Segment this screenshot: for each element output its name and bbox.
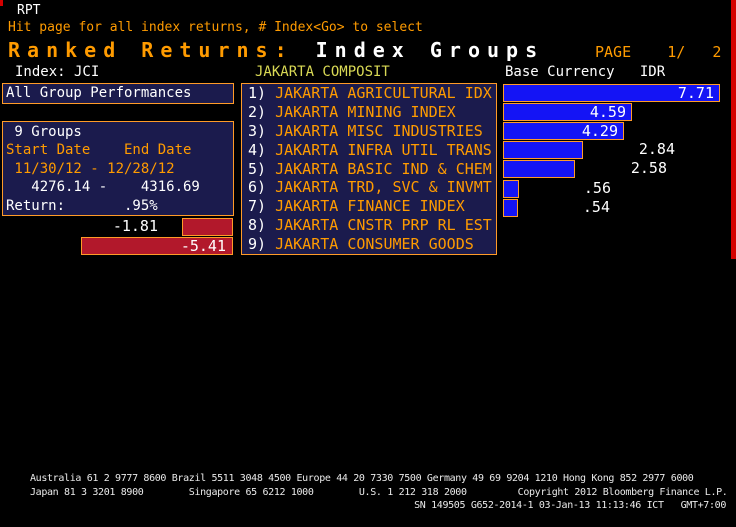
summary-info-line: 9 Groups [6,124,82,140]
index-group-row[interactable]: 9) JAKARTA CONSUMER GOODS [242,235,496,254]
return-bar: 4.29 [503,122,624,140]
return-value-label: 4.59 [589,103,626,121]
row-index-name: JAKARTA CONSUMER GOODS [275,235,474,254]
index-group-row[interactable]: 1) JAKARTA AGRICULTURAL IDX [242,84,496,103]
row-rank-number: 3) [248,121,276,140]
screen-corner-mark [0,0,3,6]
summary-info-line: Start Date End Date [6,142,192,159]
return-value-label: 7.71 [677,84,714,102]
index-name: JAKARTA COMPOSIT [255,64,390,80]
return-bar [503,180,519,198]
all-group-performances-button[interactable]: All Group Performances [2,83,234,104]
row-index-name: JAKARTA INFRA UTIL TRANS [275,140,492,159]
return-value-label: 2.58 [630,159,667,177]
base-currency: Base Currency IDR [505,64,666,80]
return-value-label: 2.84 [638,140,675,158]
row-rank-number: 6) [248,178,276,197]
row-index-name: JAKARTA FINANCE INDEX [275,197,465,216]
return-value-label: .54 [582,198,610,216]
page-title-main: Ranked Returns: [8,38,294,62]
page-title-sub: Index Groups [315,38,545,62]
return-bar [182,218,233,236]
panel-border-right [731,0,736,259]
index-group-row[interactable]: 2) JAKARTA MINING INDEX [242,103,496,122]
page-title: Ranked Returns: Index Groups [8,38,544,62]
summary-info-box: 9 Groups Start Date End Date 11/30/12 - 1… [2,121,234,216]
return-value-label: -5.41 [180,237,226,255]
return-value-label: 4.29 [581,122,618,140]
return-bar: 4.59 [503,103,632,121]
index-ticker: Index: JCI [15,64,100,80]
function-code: RPT [17,3,41,18]
row-index-name: JAKARTA MISC INDUSTRIES [275,121,483,140]
return-value-label: .56 [583,179,611,197]
row-rank-number: 7) [248,197,276,216]
summary-info-line: Return: .95% [6,197,158,214]
row-rank-number: 8) [248,216,276,235]
row-rank-number: 1) [248,84,276,102]
row-rank-number: 4) [248,140,276,159]
row-rank-number: 9) [248,235,276,254]
return-bar [503,160,575,178]
instruction-line: Hit page for all index returns, # Index<… [8,20,423,35]
footer-contacts-line2: Japan 81 3 3201 8900 Singapore 65 6212 1… [30,487,728,498]
index-group-list: 1) JAKARTA AGRICULTURAL IDX 2) JAKARTA MI… [241,83,497,255]
return-value-label: -1.81 [112,217,158,235]
row-index-name: JAKARTA BASIC IND & CHEM [275,159,492,178]
row-index-name: JAKARTA MINING INDEX [275,102,456,121]
index-group-row[interactable]: 3) JAKARTA MISC INDUSTRIES [242,122,496,141]
return-bar [503,199,518,217]
return-bar: -5.41 [81,237,233,255]
footer-session-info: SN 149505 G652-2014-1 03-Jan-13 11:13:46… [414,500,726,511]
index-group-row[interactable]: 6) JAKARTA TRD, SVC & INVMT [242,178,496,197]
row-index-name: JAKARTA AGRICULTURAL IDX [275,84,492,102]
index-group-row[interactable]: 7) JAKARTA FINANCE INDEX [242,197,496,216]
index-group-row[interactable]: 5) JAKARTA BASIC IND & CHEM [242,160,496,179]
index-group-row[interactable]: 8) JAKARTA CNSTR PRP RL EST [242,216,496,235]
page-indicator: PAGE 1/ 2 [595,43,722,61]
row-index-name: JAKARTA CNSTR PRP RL EST [275,216,492,235]
summary-info-line: 11/30/12 - 12/28/12 [6,160,175,177]
row-rank-number: 2) [248,102,276,121]
row-index-name: JAKARTA TRD, SVC & INVMT [275,178,492,197]
return-bar [503,141,583,159]
row-rank-number: 5) [248,159,276,178]
return-bar: 7.71 [503,84,720,102]
index-group-row[interactable]: 4) JAKARTA INFRA UTIL TRANS [242,141,496,160]
footer-contacts-line1: Australia 61 2 9777 8600 Brazil 5511 304… [30,473,694,484]
summary-info-line: 4276.14 - 4316.69 [6,179,200,196]
